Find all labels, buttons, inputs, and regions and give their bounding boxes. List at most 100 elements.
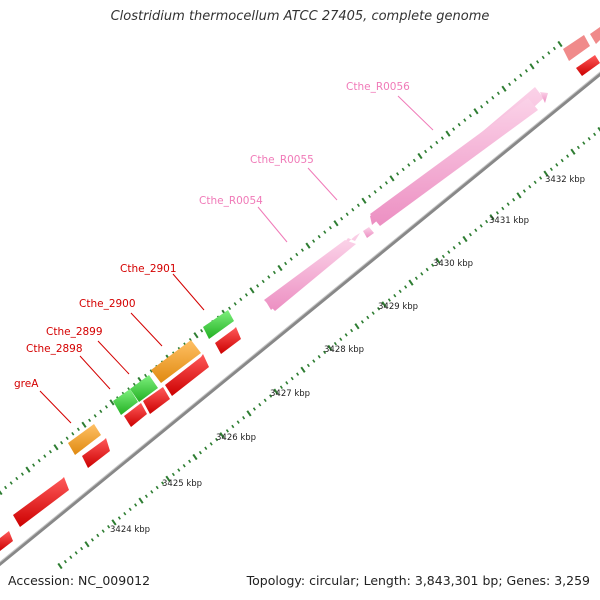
tick-mark [165,475,171,482]
feature-red-1[interactable] [576,55,600,76]
gene-label-cthe-2898[interactable]: Cthe_2898 [26,343,83,355]
kbp-label-3429: 3429 kbp [378,302,418,312]
tick-mark [198,450,202,455]
gene-label-cthe-r0055[interactable]: Cthe_R0055 [250,154,314,166]
tick-mark [219,432,225,439]
tick-mark [144,373,148,378]
feature-cthe-2901[interactable] [203,310,234,339]
feature-track-inner[interactable] [0,55,600,551]
feature-red-6[interactable] [82,438,110,468]
kbp-label-3431: 3431 kbp [489,216,529,226]
tick-mark [384,181,388,185]
feature-top-right-2[interactable] [590,27,600,44]
tick-mark [333,220,339,227]
tick-mark [539,176,543,180]
tick-mark [457,122,461,127]
feature-cthe-2899[interactable] [130,375,158,402]
gene-label-cthe-2901[interactable]: Cthe_2901 [120,263,177,275]
tick-mark [32,463,36,467]
gene-label-cthe-r0054[interactable]: Cthe_R0054 [199,195,263,207]
tick-mark [582,141,586,145]
feature-grea[interactable] [68,424,101,455]
tick-mark [261,279,265,284]
tick-mark [354,323,360,330]
tick-mark [104,405,108,409]
gene-label-cthe-r0056[interactable]: Cthe_R0056 [346,81,410,93]
gene-label-cthe-2900[interactable]: Cthe_2900 [79,298,136,310]
tick-mark [290,376,294,381]
tick-mark [155,485,159,490]
feature-cthe-r0055-body[interactable] [264,240,356,311]
tick-mark [506,202,510,206]
tick-mark [233,302,237,306]
feature-cthe-r0054[interactable] [363,227,374,238]
gene-label-grea[interactable]: greA [14,378,39,390]
tick-mark [408,279,414,286]
tick-mark [306,363,310,368]
kbp-label-3424: 3424 kbp [110,525,150,535]
tick-mark [273,388,279,395]
tick-mark [345,212,349,216]
tick-mark [300,366,306,373]
feature-red-3[interactable] [165,354,209,396]
tick-mark [161,481,165,485]
tick-mark [533,180,537,185]
tick-mark [323,350,327,355]
tick-mark [528,184,532,189]
feature-top-right-1[interactable] [563,35,590,61]
tick-mark [501,85,507,92]
tick-mark [225,429,229,433]
tick-mark [53,444,59,451]
tick-mark [368,194,372,199]
tick-mark [508,82,512,87]
tick-mark [570,148,576,155]
tick-mark [263,398,267,403]
feature-red-8[interactable] [0,531,13,551]
tick-mark [496,91,500,96]
genome-backbone [0,71,600,567]
tick-mark [144,494,148,498]
tick-mark [549,167,553,171]
tick-mark [485,100,489,104]
feature-track-outer[interactable] [68,27,600,455]
tick-mark [398,289,402,294]
tick-mark [69,555,73,560]
feature-cthe-2900[interactable] [151,340,201,383]
feature-red-5[interactable] [124,403,147,427]
tick-mark [485,219,489,224]
tick-mark [479,224,483,228]
feature-red-2[interactable] [215,327,241,354]
tick-mark [576,145,580,150]
tick-mark [452,127,456,131]
tick-mark [177,468,181,472]
feature-cthe-r0056-body[interactable] [370,98,538,226]
tick-mark [57,562,63,570]
tick-mark [317,354,321,359]
feature-red-4[interactable] [143,387,170,414]
kbp-label-3432: 3432 kbp [545,175,585,185]
tick-mark [377,307,381,311]
tick-mark [360,320,364,324]
tick-mark [519,73,523,78]
tick-mark [524,69,528,73]
tick-mark [9,481,13,485]
tick-mark [71,432,75,436]
tick-mark [60,440,64,445]
tick-mark [182,463,186,468]
tick-mark [560,158,564,163]
tick-mark [239,297,243,302]
tick-mark [489,214,495,221]
kbp-label-3428: 3428 kbp [324,345,364,355]
gene-label-cthe-2899[interactable]: Cthe_2899 [46,326,103,338]
tick-mark [431,263,435,267]
feature-red-7[interactable] [13,477,69,527]
feature-cthe-r0056-tip[interactable] [540,92,548,103]
tick-mark [289,257,293,261]
accession-label: Accession: NC_009012 [8,573,151,588]
feature-cthe-2898[interactable] [113,389,138,415]
tick-mark [468,232,472,237]
tick-mark [193,332,199,339]
tick-mark [480,104,484,109]
tick-mark [20,472,24,476]
